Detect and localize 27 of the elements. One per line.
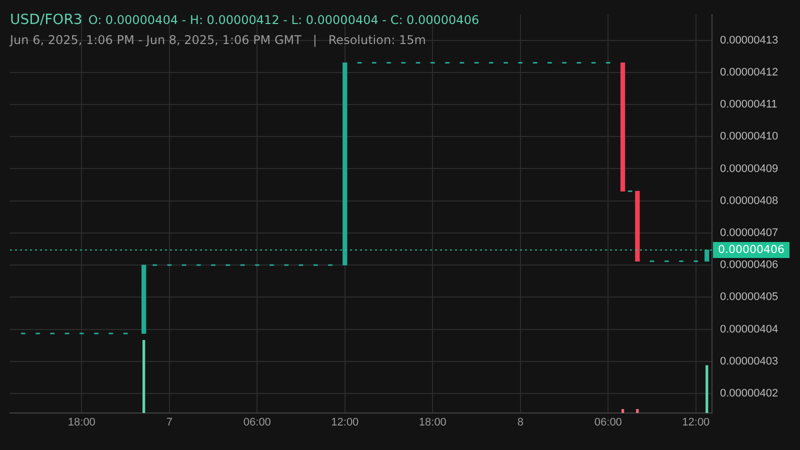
- y-tick-label: 0.00000403: [720, 355, 778, 368]
- candlestick: [620, 62, 626, 192]
- chart-title: USD/FOR3: [10, 12, 82, 28]
- y-tick-label: 0.00000407: [720, 227, 778, 239]
- y-tick-label: 0.00000412: [720, 66, 778, 78]
- y-tick-label: 0.00000408: [720, 194, 778, 207]
- y-tick-label: 0.00000405: [720, 291, 778, 304]
- x-tick-label: 06:00: [243, 416, 271, 428]
- candlestick: [704, 250, 710, 262]
- x-tick-label: 18:00: [418, 416, 446, 428]
- x-tick-label: 12:00: [682, 416, 710, 428]
- y-tick-label: 0.00000410: [720, 130, 778, 143]
- y-tick-label: 0.00000402: [720, 388, 778, 400]
- candlestick: [141, 264, 146, 334]
- x-tick-label: 18:00: [68, 416, 96, 428]
- x-tick-label: 7: [166, 416, 172, 428]
- text: Jun 6, 2025, 1:06 PM - Jun 8, 2025, 1:06 PM GMT | Resolution: 15m: [10, 33, 426, 47]
- x-tick-label: 12:00: [331, 416, 359, 428]
- y-tick-label: 0.00000406: [720, 259, 778, 272]
- y-tick-label: 0.00000411: [720, 98, 778, 111]
- x-tick-label: 8: [517, 416, 524, 428]
- x-tick-label: 06:00: [594, 416, 622, 428]
- y-tick-label: 0.00000409: [720, 162, 778, 175]
- candlestick: [635, 190, 640, 262]
- y-tick-label: 0.00000413: [720, 34, 778, 46]
- y-tick-label: 0.00000404: [720, 323, 778, 336]
- annotation: O: 0.00000404 - H: 0.00000412 - L: 0.00000404 - C: 0.00000406: [88, 13, 480, 27]
